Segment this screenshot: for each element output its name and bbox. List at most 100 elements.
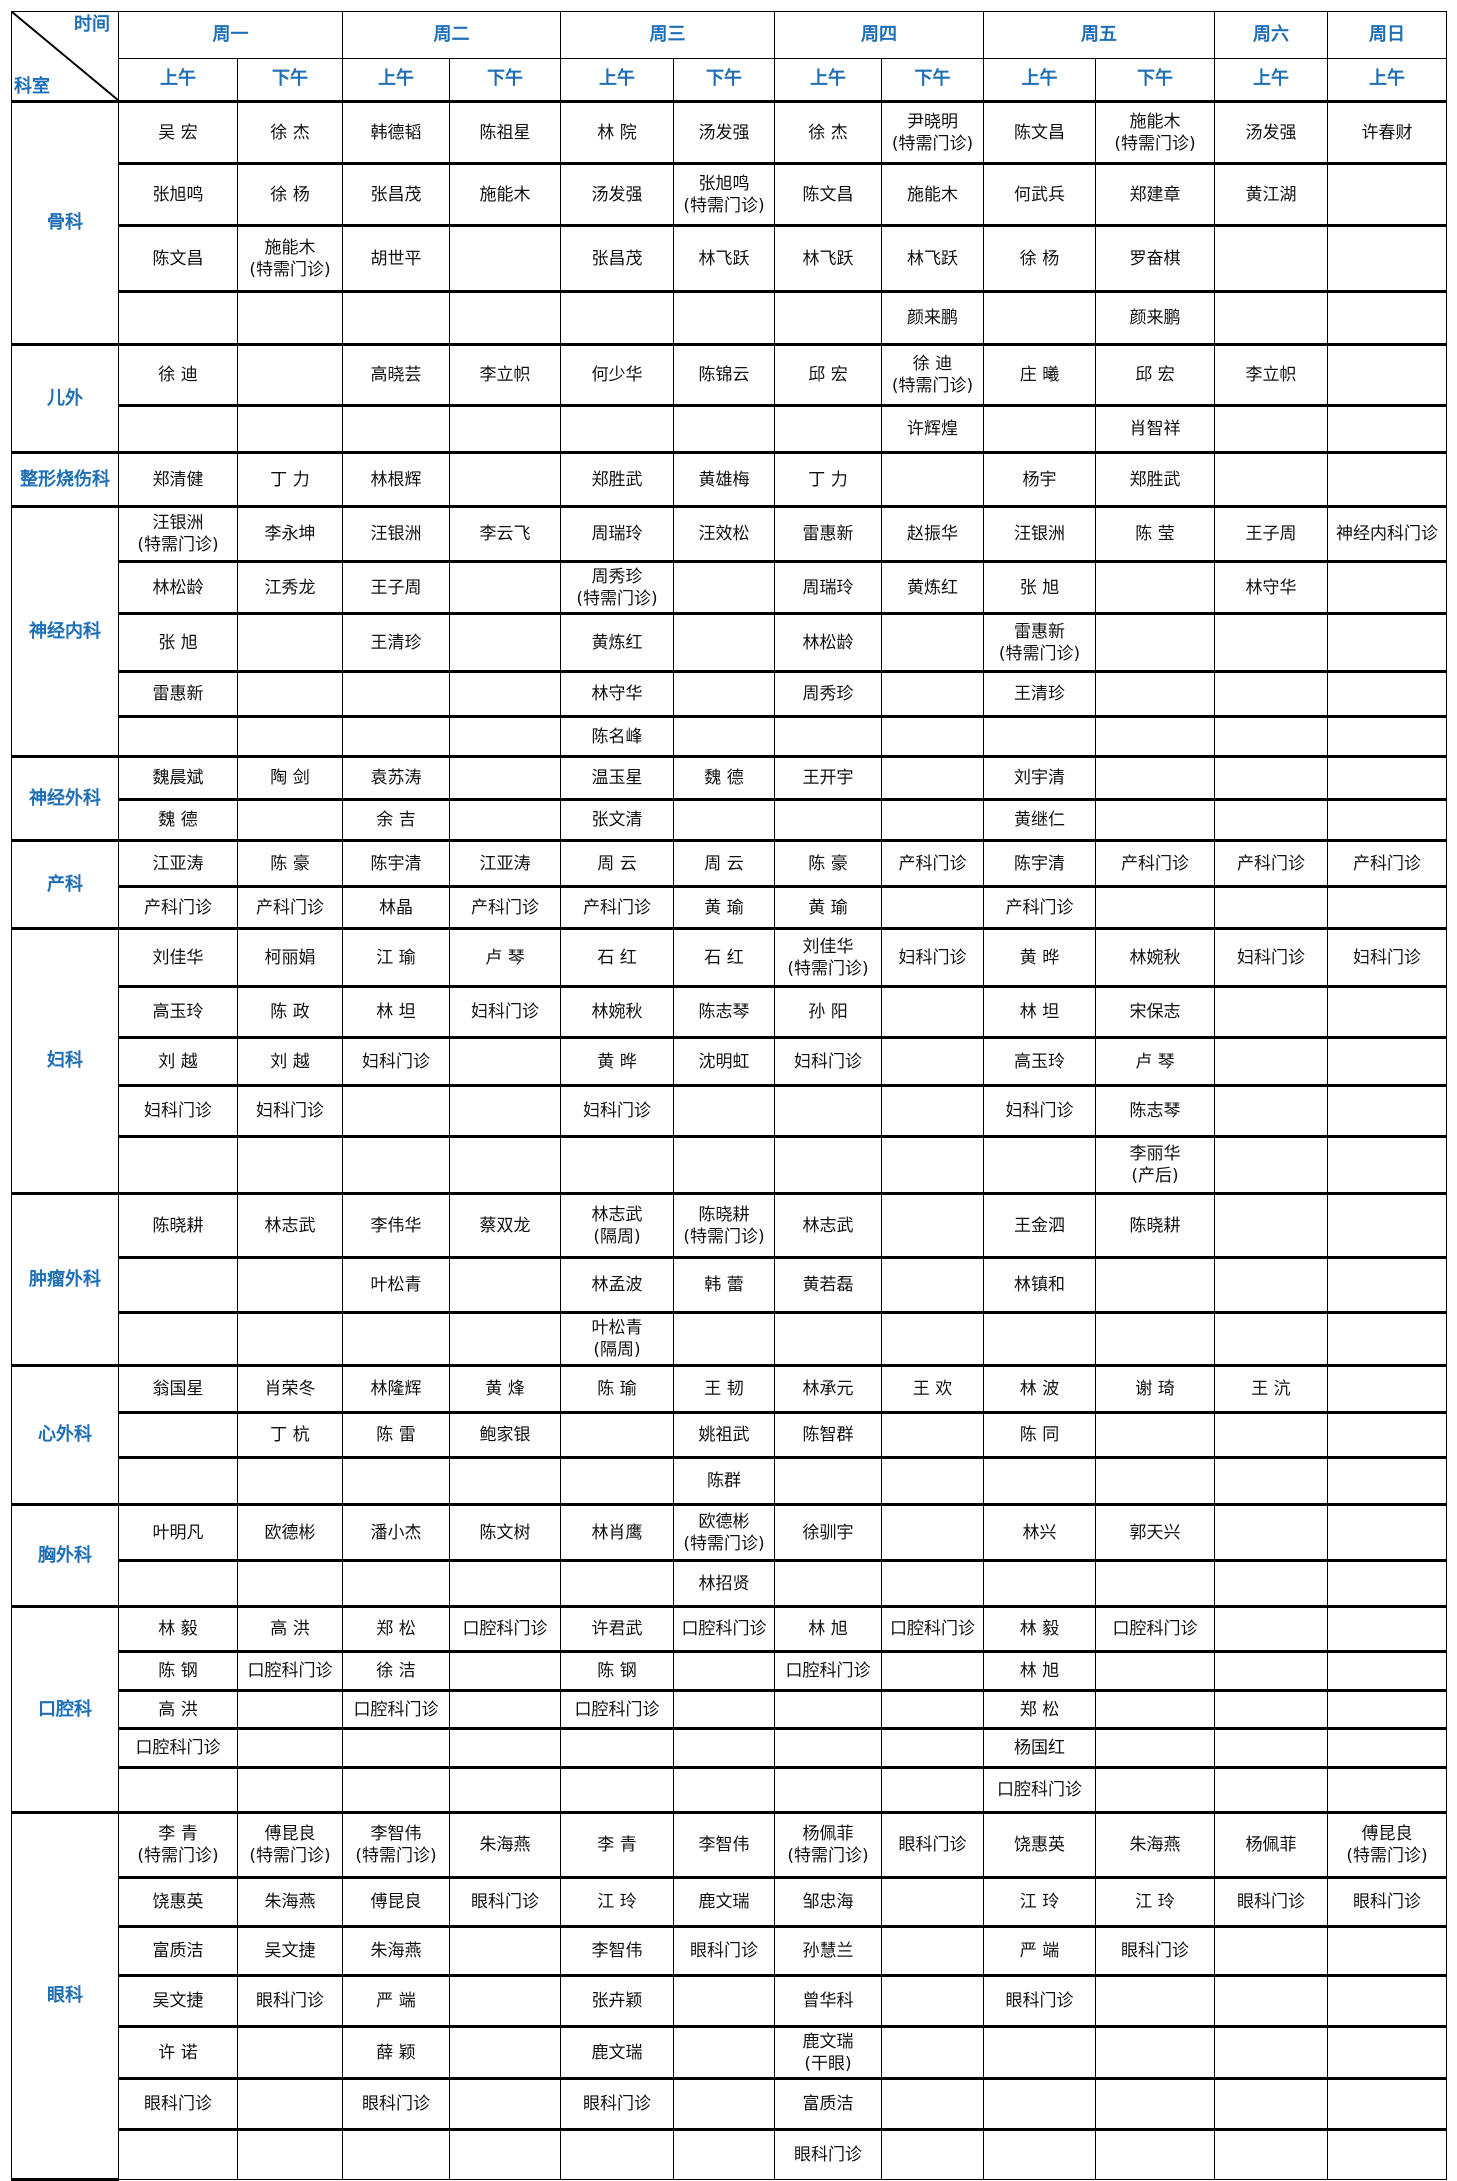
doctor-cell [449, 1084, 561, 1137]
table-row: 陈群 [12, 1456, 1447, 1505]
doctor-cell [1214, 1650, 1328, 1691]
doctor-cell: 产科门诊 [118, 885, 238, 929]
doctor-cell [1095, 1689, 1215, 1729]
doctor-cell: 口腔科门诊 [881, 1605, 984, 1652]
table-row: 妇科 刘佳华 柯丽娟江 瑜卢 琴石 红石 红刘佳华 (特需门诊) 妇科门诊黄 晔林婉秋… [11, 927, 1447, 1195]
doctor-cell: 郑胜武 [1095, 451, 1215, 507]
doctor-cell: 高 洪 [237, 1605, 343, 1652]
doctor-cell [449, 798, 561, 841]
doctor-cell [118, 404, 238, 453]
doctor-cell: 陈 豪 [774, 839, 882, 887]
doctor-cell: 施能木 (特需门诊) [1095, 100, 1215, 164]
doctor-cell [449, 451, 561, 507]
doctor-cell: 杨佩菲 (特需门诊) [774, 1811, 882, 1878]
doctor-cell [449, 1135, 561, 1194]
doctor-cell: 林志武 [774, 1192, 882, 1258]
doctor-cell [118, 715, 238, 757]
doctor-cell [118, 290, 238, 345]
doctor-cell: 林飞跃 [673, 224, 775, 292]
doctor-cell [1214, 670, 1328, 717]
doctor-cell: 宋保志 [1095, 985, 1215, 1038]
doctor-cell [881, 1256, 984, 1313]
department-name: 神经外科 [11, 755, 119, 842]
doctor-cell: 韩 蕾 [673, 1256, 775, 1313]
table-row: 口腔科林 毅高 洪郑 松口腔科门诊 许君武 口腔科门诊林 旭口腔科门诊林 毅口腔科门… [11, 1605, 1447, 1814]
doctor-cell [237, 1311, 343, 1366]
doctor-cell [118, 1766, 238, 1813]
doctor-cell [1214, 755, 1328, 800]
day-header: 周四 [774, 11, 984, 59]
doctor-cell [1327, 1925, 1447, 1976]
doctor-cell: 眼科门诊 [1327, 1876, 1447, 1927]
day-header: 周二 [342, 11, 561, 59]
doctor-cell [881, 1974, 984, 2027]
doctor-cell [881, 670, 984, 717]
doctor-cell: 李智伟 [673, 1811, 775, 1878]
doctor-cell: 欧德彬 [237, 1503, 343, 1561]
doctor-cell [560, 404, 674, 453]
doctor-cell: 尹晓明 (特需门诊) [881, 100, 984, 164]
doctor-cell [118, 1559, 238, 1607]
doctor-cell [1214, 612, 1328, 672]
table-row: 叶松青 林孟波韩 蕾黄若磊 林镇和 [12, 1256, 1447, 1313]
doctor-cell: 张文清 [560, 798, 674, 841]
doctor-cell [449, 1727, 561, 1768]
doctor-cell: 袁苏涛 [342, 755, 450, 800]
doctor-cell [449, 1036, 561, 1086]
doctor-cell: 杨佩菲 [1214, 1811, 1328, 1878]
table-row: 整形烧伤科 郑清健丁 力林根辉 郑胜武 黄雄梅丁 力杨宇 郑胜武 [11, 451, 1447, 508]
doctor-cell [1214, 1727, 1328, 1768]
doctor-cell: 肖智祥 [1095, 404, 1215, 453]
doctor-cell: 丁 杭 [237, 1411, 343, 1458]
doctor-cell [881, 612, 984, 672]
doctor-cell [237, 343, 343, 406]
doctor-cell: 柯丽娟 [237, 927, 343, 987]
doctor-cell: 陈 莹 [1095, 505, 1215, 562]
doctor-cell: 鲍家银 [449, 1411, 561, 1458]
doctor-cell [237, 1766, 343, 1813]
doctor-cell: 江亚涛 [449, 839, 561, 887]
doctor-cell: 卢 琴 [449, 927, 561, 987]
doctor-cell: 李立帜 [1214, 343, 1328, 406]
doctor-cell [560, 2128, 674, 2180]
doctor-cell: 江亚涛 [118, 839, 238, 887]
doctor-cell: 汪效松 [673, 505, 775, 562]
doctor-cell: 陈锦云 [673, 343, 775, 406]
day-header: 周日 [1327, 11, 1447, 59]
doctor-cell [673, 715, 775, 757]
doctor-cell: 林志武 (隔周) [560, 1192, 674, 1258]
table-row: 陈 钢口腔科门诊徐 洁陈 钢口腔科门诊林 旭 [12, 1650, 1447, 1691]
time-label: 时间 [74, 14, 110, 35]
doctor-cell: 何少华 [560, 343, 674, 406]
doctor-cell: 林 旭 [983, 1650, 1096, 1691]
doctor-cell [237, 1456, 343, 1505]
doctor-cell [1327, 1256, 1447, 1313]
doctor-cell: 妇科门诊 [560, 1084, 674, 1137]
doctor-cell [983, 1559, 1096, 1607]
department-name: 妇科 [11, 927, 119, 1195]
doctor-cell [881, 1503, 984, 1561]
doctor-cell: 林晶 [342, 885, 450, 929]
department-label: 科室 [14, 76, 50, 97]
table-row: 口腔科门诊 [12, 1766, 1447, 1813]
doctor-cell [1214, 404, 1328, 453]
doctor-cell [881, 1766, 984, 1813]
doctor-cell: 许 诺 [118, 2025, 238, 2079]
doctor-cell [1327, 1689, 1447, 1729]
table-row: 眼科门诊 眼科门诊 眼科门诊 富质洁 [12, 2077, 1447, 2130]
doctor-cell [1327, 1650, 1447, 1691]
doctor-cell: 高 洪 [118, 1689, 238, 1729]
doctor-cell: 严 端 [342, 1974, 450, 2027]
doctor-cell: 姚祖武 [673, 1411, 775, 1458]
doctor-cell: 陈祖星 [449, 100, 561, 164]
doctor-cell: 邱 宏 [774, 343, 882, 406]
doctor-cell: 陈文昌 [774, 162, 882, 226]
doctor-cell: 陈 豪 [237, 839, 343, 887]
doctor-cell: 傅昆良 (特需门诊) [1327, 1811, 1447, 1878]
doctor-cell [1214, 290, 1328, 345]
doctor-cell [237, 2077, 343, 2130]
doctor-cell: 妇科门诊 [449, 985, 561, 1038]
doctor-cell: 黄炼红 [560, 612, 674, 672]
doctor-cell: 余 吉 [342, 798, 450, 841]
department-name: 心外科 [11, 1364, 119, 1506]
